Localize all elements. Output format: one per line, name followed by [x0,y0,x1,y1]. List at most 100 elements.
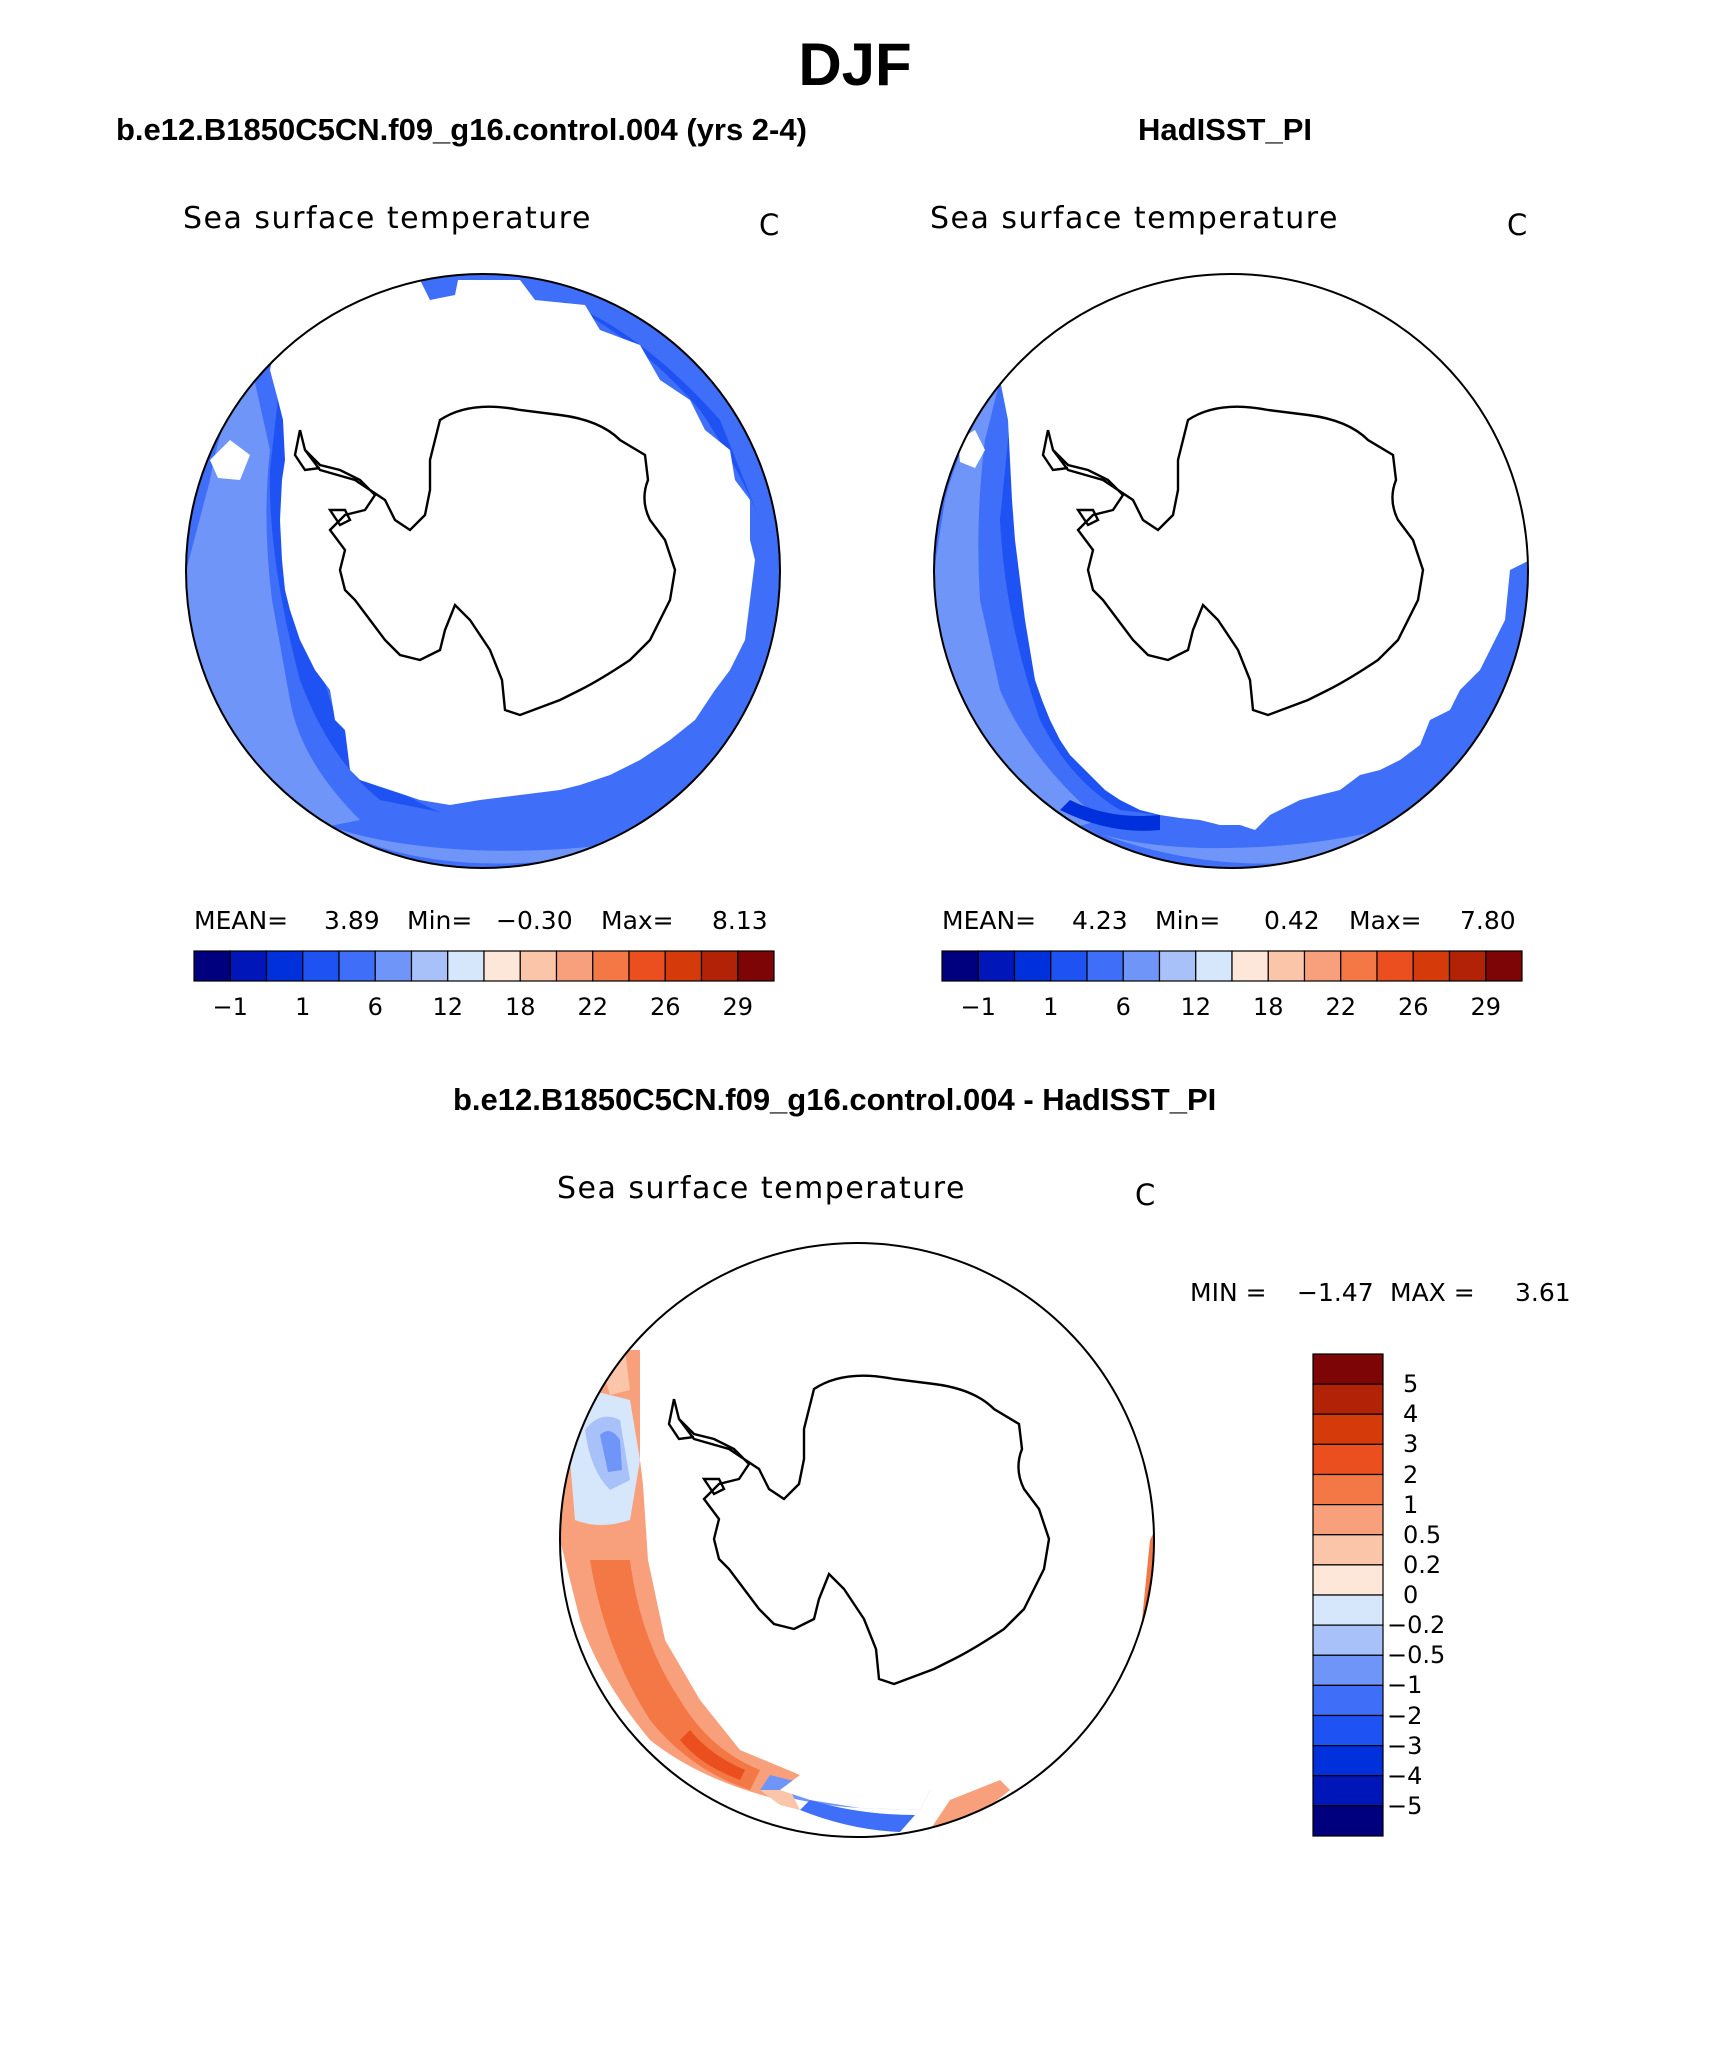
obs-colorbar-box [1412,950,1451,982]
diff-colorbar-box [1312,1805,1384,1837]
obs-colorbar-box [1158,950,1197,982]
diff-map-border [559,1242,1155,1838]
obs-colorbar-box [1267,950,1306,982]
obs-max-value: 7.80 [1460,906,1516,935]
diff-colorbar [1312,1353,1384,1837]
diff-ice-mask [640,1255,1150,1810]
diff-colorbar-box [1312,1684,1384,1717]
obs-min-value: 0.42 [1264,906,1320,935]
obs-colorbar-box [1122,950,1161,982]
obs-antarctica-outline [1046,405,1425,717]
obs-units: C [1507,208,1528,242]
model-colorbar-box [302,950,340,982]
model-min-label: Min= [407,906,473,935]
obs-colorbar-tick-label: 6 [1115,993,1131,1021]
obs-colorbar-ticks: −1 1 6 12 18 22 26 29 [942,993,1522,1023]
obs-colorbar-tick-label: 22 [1325,993,1357,1021]
diff-min-value: −1.47 [1297,1278,1374,1307]
model-colorbar-box [229,950,268,982]
diff-colorbar-tick-label: −3 [1387,1731,1423,1760]
diff-subtitle: Sea surface temperature [557,1171,966,1206]
model-colorbar-tick-label: 22 [577,993,609,1021]
model-colorbar-box [374,950,413,982]
obs-colorbar-box [1448,950,1487,982]
diff-colorbar-box [1312,1383,1384,1415]
obs-case-title: HadISST_PI [1138,112,1312,147]
diff-colorbar-tick-label: −0.2 [1387,1611,1446,1640]
diff-colorbar-box [1312,1594,1384,1626]
model-max-label: Max= [601,906,674,935]
diff-colorbar-tick-label: 1 [1403,1490,1419,1519]
diff-colorbar-box [1312,1775,1384,1807]
model-mean-label: MEAN= [194,906,289,935]
model-colorbar-tick-label: 12 [432,993,464,1021]
model-colorbar-tick-label: 18 [504,993,536,1021]
model-colorbar-tick-label: 26 [649,993,681,1021]
model-colorbar-box [555,950,594,982]
diff-colorbar-ticks: 5 4 3 2 1 0.5 0.2 0 −0.2 −0.5 −1 −2 −3 −4 −5 [1383,1354,1503,1836]
diff-units: C [1135,1178,1156,1212]
diff-colorbar-tick-label: −4 [1387,1761,1423,1790]
obs-max-label: Max= [1349,906,1422,935]
model-mean-value: 3.89 [324,906,380,935]
obs-colorbar-tick-label: 29 [1470,993,1502,1021]
obs-colorbar-box [941,950,979,982]
model-colorbar-box [265,950,304,982]
model-colorbar-tick-label: 1 [295,993,311,1021]
obs-map-border [933,273,1529,869]
diff-colorbar-tick-label: 3 [1403,1430,1419,1459]
model-antarctica-outline [298,405,677,717]
diff-colorbar-box [1312,1714,1384,1747]
diff-min-label: MIN = [1190,1278,1267,1307]
model-case-title: b.e12.B1850C5CN.f09_g16.control.004 (yrs… [116,112,807,147]
model-colorbar-box [483,950,521,982]
diff-colorbar-box [1312,1473,1384,1506]
diff-antarctica-outline [672,1374,1051,1686]
obs-subtitle: Sea surface temperature [930,201,1339,236]
model-subtitle: Sea surface temperature [183,201,592,236]
diff-max-label: MAX = [1390,1278,1475,1307]
diff-colorbar-tick-label: −5 [1387,1791,1423,1820]
obs-ice-mask [1000,274,1528,830]
obs-min-label: Min= [1155,906,1221,935]
model-colorbar-box [519,950,558,982]
figure-title: DJF [798,31,912,98]
model-stats: MEAN= 3.89 Min= −0.30 Max= 8.13 [194,906,774,938]
diff-colorbar-box [1312,1564,1384,1596]
diff-colorbar-box [1312,1504,1384,1536]
model-colorbar [193,950,775,982]
obs-colorbar-box [1195,950,1233,982]
model-colorbar-box [700,950,739,982]
diff-colorbar-box [1312,1443,1384,1476]
obs-colorbar-tick-label: 1 [1043,993,1059,1021]
obs-colorbar-box [1485,950,1523,982]
diff-colorbar-tick-label: 4 [1403,1400,1419,1429]
diff-colorbar-box [1312,1654,1384,1686]
diff-colorbar-tick-label: −2 [1387,1701,1423,1730]
obs-mean-value: 4.23 [1072,906,1128,935]
diff-case-title: b.e12.B1850C5CN.f09_g16.control.004 - Ha… [453,1082,1217,1117]
diff-stats: MIN = −1.47 MAX = 3.61 [1190,1278,1580,1310]
diff-colorbar-tick-label: 0.5 [1403,1520,1442,1549]
model-map-border [185,273,781,869]
model-colorbar-tick-label: −1 [212,993,248,1021]
diff-colorbar-tick-label: 2 [1403,1460,1419,1489]
diff-colorbar-tick-label: 0 [1403,1581,1419,1609]
obs-colorbar-box [1013,950,1052,982]
diff-colorbar-box [1312,1413,1384,1445]
model-min-value: −0.30 [496,906,573,935]
model-units: C [759,208,780,242]
obs-colorbar-tick-label: 26 [1397,993,1429,1021]
obs-colorbar-box [1086,950,1124,982]
diff-colorbar-tick-label: −1 [1387,1671,1423,1700]
model-colorbar-tick-label: 29 [722,993,754,1021]
obs-colorbar-tick-label: 12 [1180,993,1212,1021]
diff-colorbar-box [1312,1745,1384,1777]
obs-mean-label: MEAN= [942,906,1037,935]
diff-colorbar-tick-label: 0.2 [1403,1550,1442,1579]
diff-colorbar-box [1312,1624,1384,1656]
model-colorbar-ticks: −1 1 6 12 18 22 26 29 [194,993,774,1023]
obs-colorbar-box [1303,950,1342,982]
